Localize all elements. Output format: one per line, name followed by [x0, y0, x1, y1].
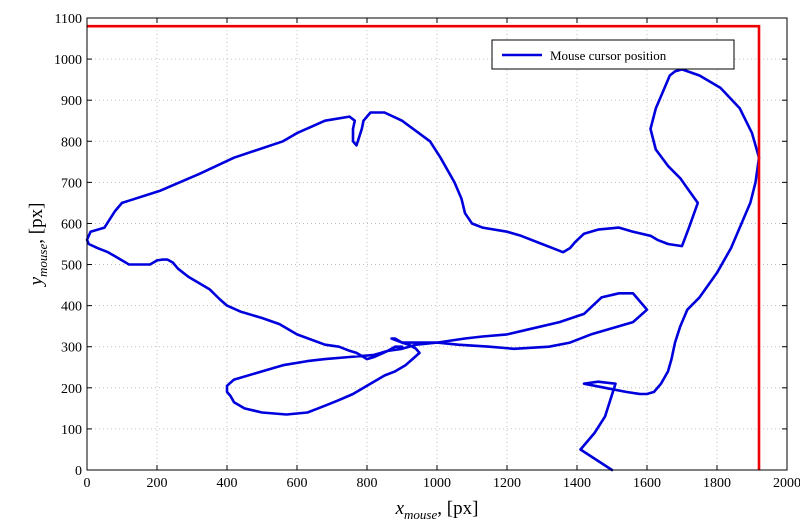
x-tick-label: 1400: [563, 476, 591, 491]
x-tick-label: 800: [357, 476, 378, 491]
y-tick-labels: 0 100 200 300 400 500 600 700 800 900 1000 1100: [54, 12, 82, 479]
x-tick-label: 1600: [633, 476, 661, 491]
x-tick-label: 1000: [423, 476, 451, 491]
y-tick-label: 900: [61, 94, 82, 109]
x-tick-label: 400: [217, 476, 238, 491]
y-tick-label: 100: [61, 423, 82, 438]
y-axis-label-main: y: [26, 276, 47, 287]
x-tick-labels: 0 200 400 600 800 1000 1200 1400 1600 1800 2000: [84, 476, 800, 491]
x-axis-label-unit: , [px]: [437, 498, 478, 519]
grid: [87, 18, 787, 470]
x-tick-label: 0: [84, 476, 91, 491]
screen-boundary-line: [87, 24, 761, 470]
x-axis-label-sub: mouse: [404, 507, 437, 522]
y-tick-label: 0: [75, 464, 82, 479]
y-tick-label: 500: [61, 259, 82, 274]
x-tick-label: 1800: [703, 476, 731, 491]
x-tick-label: 600: [287, 476, 308, 491]
x-tick-label: 1200: [493, 476, 521, 491]
x-tick-label: 200: [147, 476, 168, 491]
y-axis-label: ymouse, [px]: [26, 203, 50, 288]
y-tick-label: 700: [61, 176, 82, 191]
x-axis-label-main: x: [395, 498, 405, 519]
y-tick-label: 400: [61, 300, 82, 315]
y-axis-label-unit: , [px]: [26, 203, 47, 244]
plot-area: [85, 24, 761, 472]
y-tick-label: 1000: [54, 53, 82, 68]
y-tick-label: 200: [61, 382, 82, 397]
y-tick-label: 600: [61, 217, 82, 232]
y-tick-label: 1100: [55, 12, 82, 27]
y-tick-label: 800: [61, 135, 82, 150]
y-tick-label: 300: [61, 341, 82, 356]
y-axis-label-sub: mouse: [35, 244, 50, 277]
x-axis-label: xmouse, [px]: [395, 498, 479, 522]
series-line-mouse-cursor-position: [85, 68, 761, 472]
x-tick-label: 2000: [773, 476, 800, 491]
axis-ticks: [86, 17, 788, 471]
legend-entry-mouse-cursor-position: Mouse cursor position: [550, 48, 667, 63]
legend: Mouse cursor position: [491, 39, 735, 70]
